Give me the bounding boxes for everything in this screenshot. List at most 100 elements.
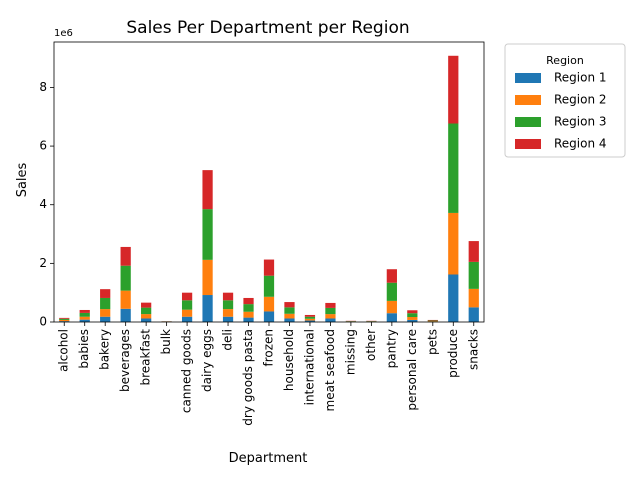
bar-segment-breakfast-region-4 xyxy=(141,303,151,308)
x-tick-label: dry goods pasta xyxy=(241,329,255,426)
bar-segment-meat-seafood-region-3 xyxy=(325,308,335,314)
bar-segment-household-region-4 xyxy=(284,302,294,307)
bar-segment-international-region-4 xyxy=(305,315,315,317)
bar-segment-beverages-region-4 xyxy=(121,247,131,266)
y-axis-label: Sales xyxy=(15,162,30,197)
bar-segment-international-region-2 xyxy=(305,319,315,321)
x-tick-label: produce xyxy=(446,329,460,378)
y-tick-label: 0 xyxy=(39,315,47,329)
bar-segment-snacks-region-2 xyxy=(469,289,479,307)
bar-segment-dairy-eggs-region-3 xyxy=(202,209,212,260)
x-tick-label: deli xyxy=(221,329,235,351)
bar-segment-deli-region-1 xyxy=(223,317,233,322)
bar-segment-household-region-3 xyxy=(284,307,294,313)
bar-segment-produce-region-1 xyxy=(448,275,458,322)
x-tick-label: bakery xyxy=(98,329,112,370)
bar-segment-meat-seafood-region-2 xyxy=(325,314,335,318)
bar-segment-deli-region-4 xyxy=(223,293,233,301)
bar-segment-dairy-eggs-region-2 xyxy=(202,260,212,295)
bar-segment-bakery-region-1 xyxy=(100,317,110,322)
bar-segment-pets-region-3 xyxy=(428,321,438,322)
bar-segment-bakery-region-2 xyxy=(100,309,110,317)
x-tick-label: babies xyxy=(77,329,91,369)
bar-segment-dry-goods-pasta-region-2 xyxy=(243,312,253,318)
y-tick-label: 4 xyxy=(39,197,47,211)
x-tick-label: meat seafood xyxy=(323,329,337,411)
x-tick-label: alcohol xyxy=(57,329,71,372)
bar-segment-breakfast-region-2 xyxy=(141,314,151,318)
bar-segment-babies-region-4 xyxy=(80,310,90,313)
bar-segment-canned-goods-region-4 xyxy=(182,293,192,301)
y-offset-label: 1e6 xyxy=(54,28,73,39)
bar-segment-snacks-region-4 xyxy=(469,241,479,262)
bar-segment-bakery-region-4 xyxy=(100,289,110,298)
y-tick-label: 6 xyxy=(39,139,47,153)
bar-segment-household-region-1 xyxy=(284,318,294,322)
legend-label-region-1: Region 1 xyxy=(554,71,607,85)
y-tick-label: 8 xyxy=(39,80,47,94)
x-axis-label: Department xyxy=(229,451,308,466)
bar-segment-babies-region-2 xyxy=(80,317,90,320)
bar-segment-dairy-eggs-region-4 xyxy=(202,170,212,209)
bar-segment-frozen-region-4 xyxy=(264,260,274,276)
bar-segment-pantry-region-4 xyxy=(387,269,397,282)
legend-swatch-region-2 xyxy=(515,95,541,105)
bar-segment-bakery-region-3 xyxy=(100,298,110,309)
bar-segment-household-region-2 xyxy=(284,314,294,319)
x-tick-label: other xyxy=(364,329,378,361)
x-tick-label: dairy eggs xyxy=(200,329,214,392)
bar-segment-produce-region-4 xyxy=(448,56,458,124)
bar-segment-beverages-region-3 xyxy=(121,266,131,291)
legend-label-region-2: Region 2 xyxy=(554,93,607,107)
x-tick-label: breakfast xyxy=(139,329,153,386)
bars-layer xyxy=(59,56,479,322)
bar-segment-personal-care-region-4 xyxy=(407,310,417,313)
x-tick-label: personal care xyxy=(405,329,419,411)
legend-swatch-region-1 xyxy=(515,73,541,83)
bar-segment-canned-goods-region-2 xyxy=(182,310,192,317)
bar-segment-snacks-region-1 xyxy=(469,307,479,322)
bar-segment-alcohol-region-4 xyxy=(59,318,69,319)
bar-segment-alcohol-region-2 xyxy=(59,320,69,321)
bar-segment-dry-goods-pasta-region-1 xyxy=(243,318,253,322)
bar-segment-alcohol-region-3 xyxy=(59,319,69,320)
bar-segment-pantry-region-3 xyxy=(387,283,397,301)
bar-segment-deli-region-3 xyxy=(223,300,233,309)
bar-segment-canned-goods-region-3 xyxy=(182,300,192,309)
x-tick-label: snacks xyxy=(466,329,480,370)
x-tick-label: household xyxy=(282,329,296,391)
legend-label-region-4: Region 4 xyxy=(554,137,607,151)
x-tick-label: pets xyxy=(425,329,439,355)
x-tick-label: pantry xyxy=(384,329,398,368)
legend-swatch-region-3 xyxy=(515,117,541,127)
x-tick-label: beverages xyxy=(118,329,132,392)
y-tick-label: 2 xyxy=(39,256,47,270)
bar-segment-meat-seafood-region-4 xyxy=(325,303,335,308)
bar-segment-meat-seafood-region-1 xyxy=(325,318,335,322)
legend-title: Region xyxy=(546,54,584,67)
bar-segment-frozen-region-3 xyxy=(264,276,274,297)
bar-segment-international-region-3 xyxy=(305,317,315,319)
x-tick-label: international xyxy=(302,329,316,405)
bar-segment-canned-goods-region-1 xyxy=(182,317,192,322)
bar-segment-produce-region-2 xyxy=(448,213,458,275)
legend-swatch-region-4 xyxy=(515,139,541,149)
bar-segment-personal-care-region-3 xyxy=(407,313,417,317)
bar-segment-beverages-region-2 xyxy=(121,291,131,309)
bar-segment-produce-region-3 xyxy=(448,124,458,213)
bar-segment-breakfast-region-1 xyxy=(141,318,151,322)
x-tick-label: canned goods xyxy=(180,329,194,413)
bar-segment-dry-goods-pasta-region-4 xyxy=(243,298,253,304)
bar-segment-pets-region-4 xyxy=(428,320,438,321)
bar-segment-snacks-region-3 xyxy=(469,262,479,289)
bar-segment-deli-region-2 xyxy=(223,309,233,317)
bar-segment-breakfast-region-3 xyxy=(141,308,151,314)
bar-segment-pantry-region-1 xyxy=(387,313,397,322)
bar-segment-babies-region-3 xyxy=(80,313,90,317)
x-tick-label: frozen xyxy=(262,329,276,367)
bar-segment-pantry-region-2 xyxy=(387,301,397,313)
